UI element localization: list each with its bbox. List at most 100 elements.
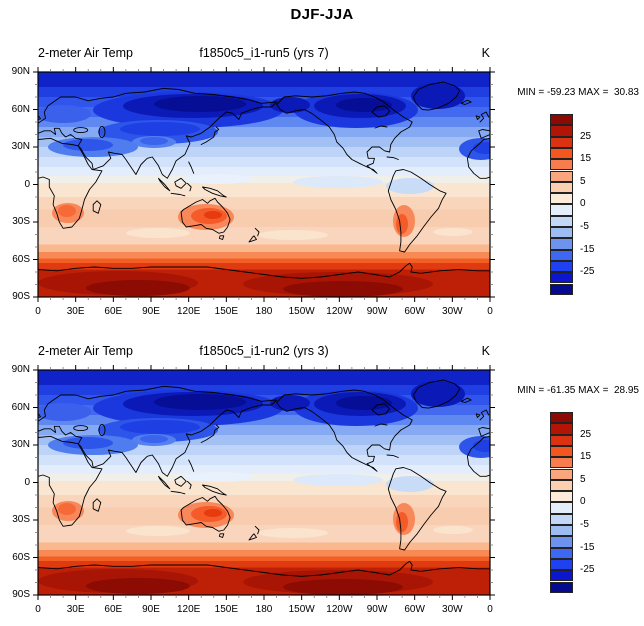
colorbar-tick-label: 25	[580, 428, 592, 440]
lon-tick-label: 30W	[442, 604, 463, 615]
colorbar-box	[550, 491, 573, 503]
coastlines	[38, 81, 490, 279]
colorbar-tick-label: 25	[580, 130, 592, 142]
colorbar-box	[550, 525, 573, 537]
lon-tick-label: 0	[487, 306, 493, 317]
colorbar-tick-label: -25	[580, 266, 595, 278]
colorbar-box	[550, 581, 573, 593]
panel-run5: 2-meter Air Temp f1850c5_i1-run5 (yrs 7)…	[0, 40, 644, 336]
lon-tick-label: 30E	[66, 306, 85, 317]
colorbar-tick-label: 15	[580, 153, 592, 165]
lat-tick-label: 60N	[11, 103, 30, 115]
colorbar-tick-label: -5	[580, 519, 589, 530]
panel-case-label: f1850c5_i1-run2 (yrs 3)	[199, 344, 329, 358]
colorbar-box	[550, 238, 573, 250]
colorbar-box	[550, 147, 573, 160]
lon-tick-label: 60W	[404, 306, 425, 317]
lon-tick-label: 90W	[366, 604, 388, 615]
map-run2	[33, 365, 495, 600]
lat-tick-label: 0	[24, 476, 30, 488]
lon-tick-label: 150W	[288, 604, 315, 615]
colorbar-box	[550, 457, 573, 469]
colorbar-box	[550, 570, 573, 582]
minmax-label: MIN = -61.35 MAX = 28.95	[517, 385, 639, 396]
lon-tick-label: 180	[255, 604, 273, 615]
panel-units-label: K	[481, 344, 490, 358]
lon-tick-label: 0	[487, 604, 493, 615]
colorbar-box	[550, 227, 573, 239]
lon-tick-label: 90E	[142, 306, 160, 317]
colorbar-box	[550, 445, 573, 458]
minmax-label: MIN = -59.23 MAX = 30.83	[517, 87, 639, 98]
lon-tick-label: 0	[35, 306, 41, 317]
lon-tick-label: 90W	[366, 306, 388, 317]
lat-tick-label: 90S	[12, 589, 30, 600]
colorbar-box	[550, 468, 573, 480]
panel-field-label: 2-meter Air Temp	[38, 46, 133, 60]
lon-tick-label: 0	[35, 604, 41, 615]
lon-tick-label: 150E	[214, 306, 238, 317]
contour-fill-layer	[38, 370, 490, 595]
colorbar-tick-label: -15	[580, 243, 595, 255]
colorbar-box	[550, 272, 573, 284]
world-map-svg	[33, 365, 495, 600]
lon-tick-label: 60W	[404, 604, 425, 615]
lat-tick-label: 60S	[12, 253, 30, 265]
lon-tick-label: 30W	[442, 306, 463, 317]
lat-tick-label: 60N	[11, 401, 30, 413]
map-run5	[33, 67, 495, 302]
panel-units-label: K	[481, 46, 490, 60]
coastlines	[38, 379, 490, 577]
colorbar-box	[550, 114, 573, 126]
lat-tick-label: 30N	[11, 141, 30, 152]
colorbar-box	[550, 412, 573, 424]
colorbar-box	[550, 502, 573, 514]
lon-tick-label: 90E	[142, 604, 160, 615]
colorbar-box	[550, 170, 573, 182]
colorbar-box	[550, 547, 573, 559]
lon-tick-label: 30E	[66, 604, 85, 615]
colorbar-box	[550, 159, 573, 171]
colorbar-tick-label: 5	[580, 175, 586, 187]
colorbar-box	[550, 215, 573, 227]
lat-tick-label: 30N	[11, 439, 30, 450]
colorbar-box	[550, 479, 573, 492]
lon-tick-label: 120E	[176, 306, 201, 317]
colorbar-box	[550, 283, 573, 295]
colorbar-box	[550, 513, 573, 525]
colorbar-tick-label: 0	[580, 198, 586, 210]
colorbar-run5: 25 15 5 0 -5 -15 -25	[550, 114, 594, 295]
colorbar-box	[550, 193, 573, 205]
lon-tick-label: 60E	[104, 306, 123, 317]
colorbar-tick-label: 5	[580, 473, 586, 485]
colorbar-tick-label: -25	[580, 564, 595, 576]
lat-tick-label: 0	[24, 178, 30, 190]
lat-tick-label: 90S	[12, 291, 30, 302]
axis-ticks	[33, 365, 495, 600]
lat-tick-label: 60S	[12, 551, 30, 563]
colorbar-box	[550, 136, 573, 148]
colorbar-tick-label: -5	[580, 221, 589, 232]
colorbar-box	[550, 125, 573, 137]
colorbar-tick-label: 15	[580, 451, 592, 463]
axis-ticks	[33, 67, 495, 302]
panel-run2: 2-meter Air Temp f1850c5_i1-run2 (yrs 3)…	[0, 338, 644, 626]
colorbar-box	[550, 249, 573, 261]
colorbar-tick-label: 0	[580, 496, 586, 508]
lon-tick-label: 120W	[326, 306, 353, 317]
colorbar-box	[550, 423, 573, 435]
colorbar-box	[550, 536, 573, 548]
lon-tick-label: 150W	[288, 306, 315, 317]
colorbar-box	[550, 181, 573, 194]
lat-tick-label: 30S	[12, 216, 30, 227]
lon-tick-label: 180	[255, 306, 273, 317]
lat-tick-label: 90N	[11, 66, 30, 77]
colorbar-tick-label: -15	[580, 541, 595, 553]
colorbar-box	[550, 558, 573, 571]
panel-case-label: f1850c5_i1-run5 (yrs 7)	[199, 46, 329, 60]
main-title: DJF-JJA	[290, 6, 354, 23]
colorbar-run2: 25 15 5 0 -5 -15 -25	[550, 412, 594, 593]
lon-tick-label: 150E	[214, 604, 238, 615]
contour-fill-layer	[38, 72, 490, 297]
